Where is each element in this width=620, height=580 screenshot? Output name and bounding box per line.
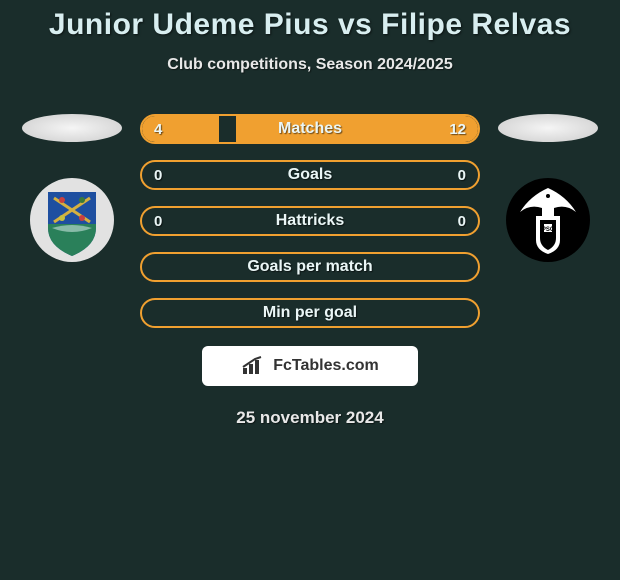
stat-label: Min per goal xyxy=(142,304,478,322)
logo-text: FcTables.com xyxy=(273,357,379,375)
stat-row: 00Goals xyxy=(140,160,480,190)
stat-row: Min per goal xyxy=(140,298,480,328)
club-badge-right: PSC xyxy=(506,178,590,262)
stat-row: 00Hattricks xyxy=(140,206,480,236)
portimonense-badge-icon: PSC xyxy=(506,178,590,262)
main-row: 412Matches 00Goals 00Hattricks Goals per ma… xyxy=(0,114,620,328)
player-avatar-left xyxy=(22,114,122,142)
bar-chart-icon xyxy=(241,356,267,376)
chaves-badge-icon xyxy=(30,178,114,262)
right-side: PSC xyxy=(498,114,598,262)
left-side xyxy=(22,114,122,262)
stat-row: 412Matches xyxy=(140,114,480,144)
stat-label: Hattricks xyxy=(142,212,478,230)
stat-row: Goals per match xyxy=(140,252,480,282)
stat-label: Matches xyxy=(142,120,478,138)
stat-label: Goals per match xyxy=(142,258,478,276)
stats-column: 412Matches 00Goals 00Hattricks Goals per ma… xyxy=(140,114,480,328)
comparison-card: Junior Udeme Pius vs Filipe Relvas Club … xyxy=(0,0,620,428)
date-label: 25 november 2024 xyxy=(0,408,620,428)
subtitle: Club competitions, Season 2024/2025 xyxy=(0,56,620,74)
stat-label: Goals xyxy=(142,166,478,184)
svg-text:PSC: PSC xyxy=(542,227,555,233)
player-avatar-right xyxy=(498,114,598,142)
page-title: Junior Udeme Pius vs Filipe Relvas xyxy=(0,8,620,42)
fctables-logo: FcTables.com xyxy=(202,346,418,386)
club-badge-left xyxy=(30,178,114,262)
